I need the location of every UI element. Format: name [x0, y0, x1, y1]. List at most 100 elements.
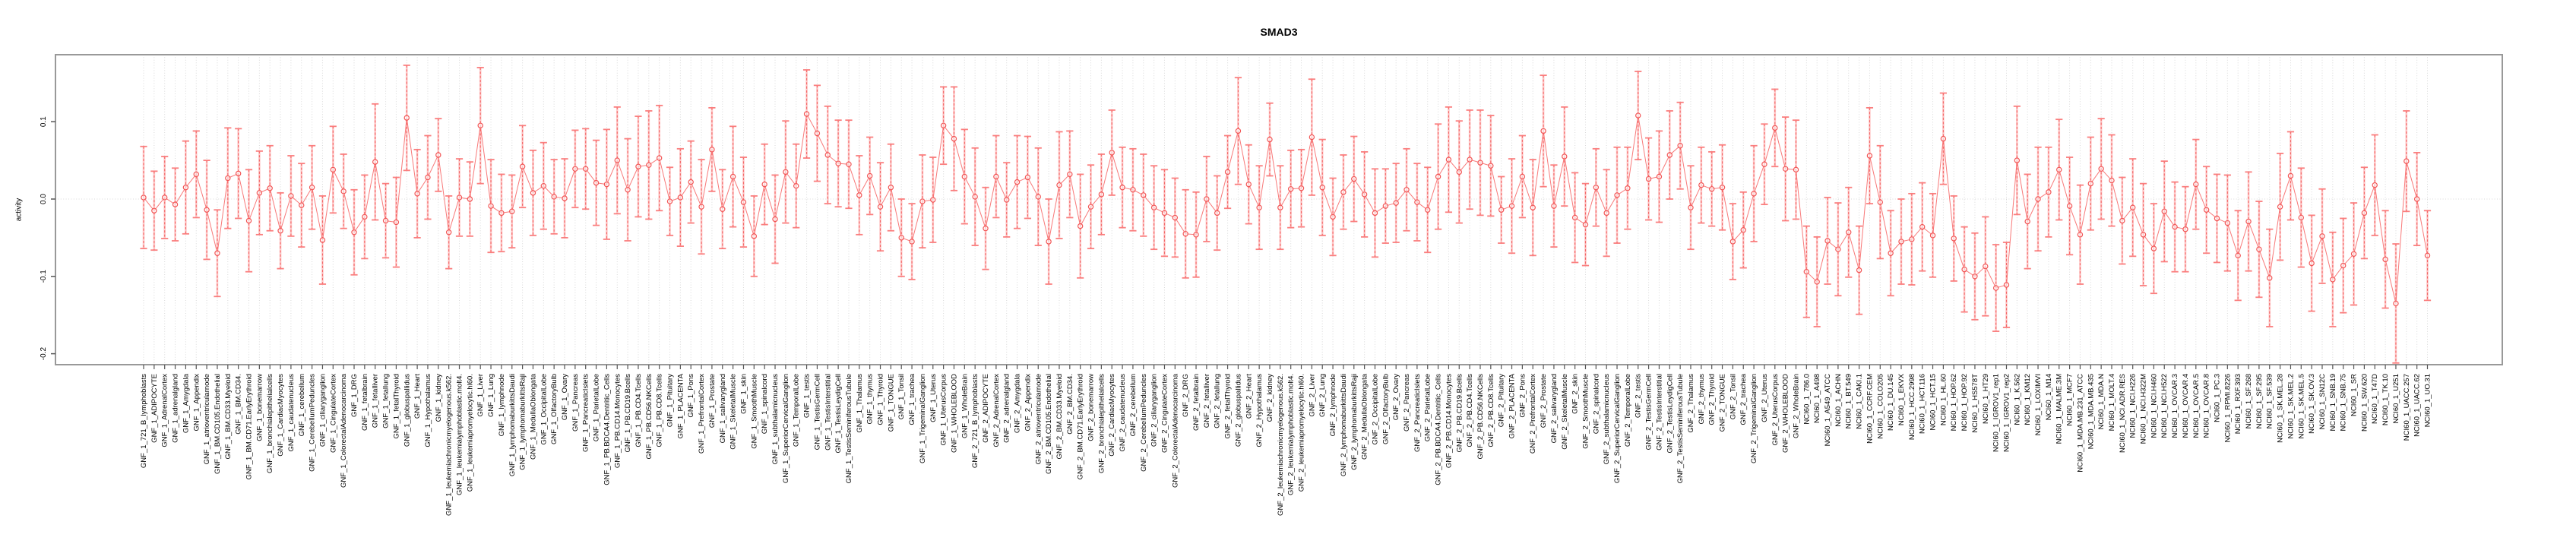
x-tick-label: GNF_1_Amygdala	[182, 373, 190, 433]
x-tick-label: GNF_2_BM.CD105.Endothelial	[1045, 374, 1053, 474]
data-point	[509, 208, 515, 214]
data-point	[245, 217, 252, 224]
x-tick-label: GNF_1_bonemarrow	[255, 374, 264, 441]
data-point	[1445, 157, 1452, 163]
data-point	[846, 161, 852, 167]
data-point	[1782, 166, 1789, 172]
data-point	[1708, 186, 1715, 192]
x-tick-label: GNF_1_leukemiachronicmyelogenous.k562.	[445, 374, 454, 516]
data-point	[2340, 262, 2347, 269]
x-tick-label: NCI60_1_MDA.MB.435	[2087, 374, 2095, 449]
chart-title: SMAD3	[1260, 26, 1298, 38]
x-tick-label: GNF_2_OccipitalLobe	[1371, 374, 1379, 444]
data-point	[2046, 189, 2052, 195]
data-point	[1740, 227, 1746, 233]
x-tick-label: GNF_1_PB.CD8.Tcells	[656, 374, 664, 447]
y-axis: 0.1 0.0 -0.1 -0.2	[40, 116, 55, 360]
data-point	[1508, 203, 1515, 209]
y-tick-label: 0.1	[40, 116, 48, 127]
data-point	[1425, 207, 1431, 213]
x-tick-label: GNF_2_Thalamus	[1687, 374, 1695, 433]
data-point	[456, 194, 463, 201]
x-tick-label: GNF_2_salivarygland	[1550, 374, 1559, 443]
x-tick-label: GNF_1_fetalbrain	[361, 374, 369, 431]
data-point	[1056, 182, 1062, 188]
x-tick-label: GNF_2_UterusCorpus	[1771, 374, 1780, 446]
data-point	[2193, 181, 2199, 188]
data-point	[1245, 181, 1252, 188]
data-point	[1130, 187, 1136, 193]
x-tick-label: GNF_2_bronchialepithelialcells	[1097, 374, 1106, 473]
x-axis: GNF_1_721_B_lymphoblasts GNF_1_ADIPOCYTE G…	[140, 365, 2432, 516]
data-point	[646, 162, 652, 168]
data-point	[2245, 218, 2252, 225]
data-point	[162, 194, 168, 201]
x-tick-label: GNF_1_fetallung	[382, 374, 391, 428]
x-tick-label: GNF_2_lymphomaburkittsRaji	[1350, 374, 1359, 470]
x-tick-label: GNF_2_subthalamicnucleus	[1603, 374, 1611, 465]
x-tick-label: NCI60_1_COLO205	[1876, 374, 1885, 439]
x-tick-label: NCI60_1_ACHN	[1834, 374, 1843, 427]
x-tick-label: GNF_1_Thalamus	[856, 374, 864, 433]
x-tick-label: NCI60_1_HT29	[1982, 374, 1990, 424]
x-tick-label: NCI60_1_T47D	[2371, 374, 2379, 424]
x-tick-label: GNF_1_TestisLeydigCell	[834, 374, 843, 454]
data-point	[1603, 210, 1609, 217]
data-point	[1435, 173, 1441, 180]
plot-border	[55, 54, 2503, 365]
x-tick-label: NCI60_1_NCI.ADR.RES	[2119, 374, 2127, 453]
x-tick-label: GNF_2_ColorectalAdenocarcinoma	[1171, 373, 1179, 488]
x-tick-label: GNF_1_atrioventricularnode	[203, 374, 211, 464]
data-point	[856, 192, 862, 198]
x-tick-label: NCI60_1_CAKI.1	[1856, 374, 1864, 429]
x-tick-label: GNF_2_TemporalLobe	[1624, 374, 1632, 447]
x-tick-label: GNF_2_PancreaticIslets	[1413, 374, 1422, 452]
data-point	[1729, 239, 1736, 245]
data-point	[141, 194, 147, 201]
x-tick-label: GNF_1_lymphomaburkittsRaji	[519, 374, 527, 470]
data-point	[235, 170, 242, 177]
data-point	[1688, 204, 1694, 210]
x-tick-label: NCI60_1_U251	[2392, 374, 2400, 424]
x-tick-label: GNF_2_adrenalgland	[1003, 374, 1011, 443]
data-point	[1351, 175, 1357, 182]
data-point	[2309, 260, 2315, 267]
data-point	[2056, 166, 2062, 173]
x-tick-label: NCI60_1_SN12C	[2318, 374, 2327, 430]
x-tick-label: GNF_2_caudatenucleus	[1119, 374, 1127, 452]
data-point	[319, 237, 326, 243]
x-tick-label: GNF_1_bronchialepithelialcells	[266, 374, 274, 473]
data-point	[1024, 174, 1031, 181]
y-tick-label: -0.1	[40, 270, 48, 283]
data-point	[1319, 185, 1325, 191]
data-point	[1593, 185, 1600, 191]
data-point	[1961, 266, 1967, 273]
data-point	[498, 210, 505, 217]
data-point	[2330, 277, 2336, 283]
x-tick-label: GNF_1_ColorectalAdenocarcinoma	[340, 373, 348, 488]
x-tick-label: NCI60_1_SK.MEL.28	[2277, 374, 2285, 443]
x-tick-label: GNF_2_PrefrontalCortex	[1529, 374, 1537, 454]
data-point	[1519, 173, 1526, 180]
x-tick-label: GNF_2_TestisGermCell	[1645, 374, 1654, 450]
x-tick-label: NCI60_1_MCF7	[2066, 374, 2074, 426]
data-point	[2298, 214, 2304, 221]
data-point	[2150, 245, 2157, 251]
x-tick-label: GNF_1_Uterus	[929, 374, 938, 422]
data-point	[919, 198, 926, 204]
data-point	[288, 193, 294, 199]
data-point	[740, 199, 747, 205]
data-point	[1846, 229, 1852, 236]
x-tick-label: NCI60_1_HCC.2998	[1908, 374, 1916, 440]
data-point	[2077, 232, 2084, 238]
x-tick-label: GNF_2_BM.CD71.EarlyErythroid	[1077, 374, 1085, 479]
x-tick-label: GNF_2_Lung	[1318, 374, 1327, 417]
x-tick-label: GNF_1_SmoothMuscle	[750, 374, 758, 449]
data-point	[877, 204, 884, 210]
data-point	[993, 173, 999, 180]
x-tick-label: NCI60_1_OVCAR.3	[2171, 374, 2179, 438]
x-tick-label: GNF_2_PLACENTA	[1508, 373, 1517, 438]
data-point	[1182, 231, 1188, 237]
data-point	[1298, 185, 1305, 191]
